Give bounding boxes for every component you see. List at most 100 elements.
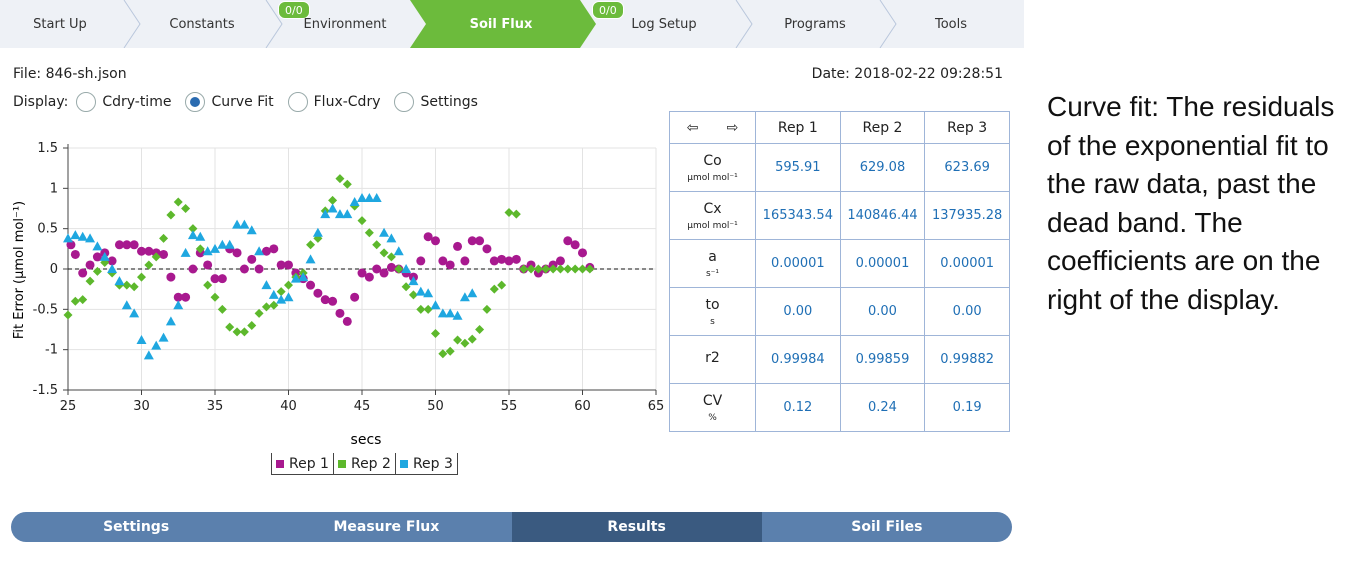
point-rep-1 [320,295,330,305]
file-name: File: 846-sh.json [13,66,127,82]
step-programs[interactable]: Programs [784,17,846,32]
point-rep-2 [232,327,242,337]
curve-fit-chart: 25 30 35 40 45 50 55 60 65 1.5 1 0.5 0 -0.5 -1 -1.5 sec… [8,132,668,454]
point-rep-1 [173,292,183,302]
point-rep-3 [136,334,147,344]
point-rep-2 [467,334,477,344]
y-tick-label: -1.5 [33,383,58,398]
radio-flux-cdry[interactable]: Flux-Cdry [287,92,380,112]
tab-settings[interactable]: Settings [103,519,170,535]
legend-rep-2[interactable]: Rep 2 [332,453,395,475]
point-rep-3 [180,247,191,257]
point-rep-3 [92,241,103,251]
point-rep-2 [364,228,374,238]
point-rep-1 [78,268,88,278]
radio-settings[interactable]: Settings [394,92,478,112]
radio-circle[interactable] [76,92,97,112]
row-unit: µmol mol⁻¹ [687,172,738,183]
point-rep-3 [143,350,154,360]
step-constants[interactable]: Constants [169,17,235,32]
radio-circle[interactable] [394,92,415,112]
point-rep-1 [276,260,286,270]
point-rep-2 [306,240,316,250]
tab-results[interactable]: Results [511,512,762,542]
chart-svg: 25 30 35 40 45 50 55 60 65 1.5 1 0.5 0 -0.5 -1 -1.5 sec… [12,141,664,448]
row-header: r2 [669,335,756,384]
point-rep-2 [585,264,595,274]
step-start-up[interactable]: Start Up [33,17,87,32]
legend-rep-3[interactable]: Rep 3 [394,453,458,475]
radio-label: Cdry-time [102,94,172,110]
step-log-setup[interactable]: Log Setup [631,17,697,32]
point-rep-3 [187,230,198,240]
row-header: CV% [669,383,756,432]
point-rep-2 [70,296,80,306]
chart-legend: Rep 1 Rep 2 Rep 3 [271,453,458,475]
y-tick-label: 1 [50,181,58,196]
point-rep-2 [269,300,279,310]
point-rep-1 [438,256,448,266]
point-rep-3 [445,308,456,318]
tab-measure-flux[interactable]: Measure Flux [333,519,440,535]
point-rep-3 [298,272,309,282]
tab-soil-files[interactable]: Soil Files [851,519,923,535]
point-rep-1 [269,244,279,254]
point-rep-2 [438,349,448,359]
table-cell: 629.08 [839,143,926,192]
point-rep-2 [92,266,102,276]
display-selector: Display: Cdry-time Curve Fit Flux-Cdry S… [13,92,492,112]
point-rep-3 [210,243,220,253]
radio-label: Settings [420,94,478,110]
point-rep-2 [416,304,426,314]
point-rep-2 [342,179,352,189]
point-rep-2 [379,248,389,258]
point-rep-1 [284,260,293,270]
point-rep-1 [570,240,580,250]
legend-label: Rep 2 [350,455,391,472]
step-tools[interactable]: Tools [934,17,968,32]
wizard-bar: Start Up Constants 0/0 Environment Soil … [0,0,1024,48]
point-rep-1 [372,264,382,274]
point-rep-2 [372,240,382,250]
point-rep-3 [158,332,169,342]
row-name: r2 [705,349,720,366]
point-rep-1 [122,240,132,250]
point-rep-2 [166,210,176,220]
point-rep-1 [504,256,514,266]
step-soil-flux[interactable]: Soil Flux [469,17,533,32]
column-header: Rep 2 [839,111,926,144]
step-environment[interactable]: Environment [303,17,387,32]
radio-curve-fit[interactable]: Curve Fit [185,92,274,112]
x-axis-label: secs [351,432,382,448]
table-row-r2: r2 0.99984 0.99859 0.99882 [669,335,1010,384]
arrow-left-icon[interactable]: ⇦ [686,119,699,136]
point-rep-1 [511,254,521,264]
point-rep-3 [393,246,404,256]
radio-circle[interactable] [287,92,308,112]
legend-rep-1[interactable]: Rep 1 [271,453,333,475]
table-cell: 140846.44 [839,191,926,240]
arrow-right-icon[interactable]: ⇨ [726,119,739,136]
point-rep-3 [364,193,375,203]
chart-marks [63,174,595,360]
point-rep-2 [533,264,543,274]
point-rep-1 [239,264,249,274]
radio-cdry-time[interactable]: Cdry-time [76,92,171,112]
point-rep-1 [313,288,323,298]
point-rep-3 [195,231,206,241]
x-tick-label: 35 [207,399,224,414]
table-cell: 0.12 [755,383,841,432]
point-rep-1 [489,256,499,266]
point-rep-1 [416,256,426,266]
point-rep-3 [70,230,81,240]
radio-circle-selected[interactable] [185,92,206,112]
point-rep-2 [394,264,404,274]
table-row-a: a s⁻¹ 0.00001 0.00001 0.00001 [669,239,1010,288]
radio-label: Curve Fit [211,94,274,110]
legend-label: Rep 1 [289,455,329,472]
point-rep-2 [188,224,198,234]
point-rep-2 [423,304,433,314]
point-rep-1 [137,246,146,256]
table-cell: 0.00001 [755,239,841,288]
point-rep-3 [121,300,132,310]
